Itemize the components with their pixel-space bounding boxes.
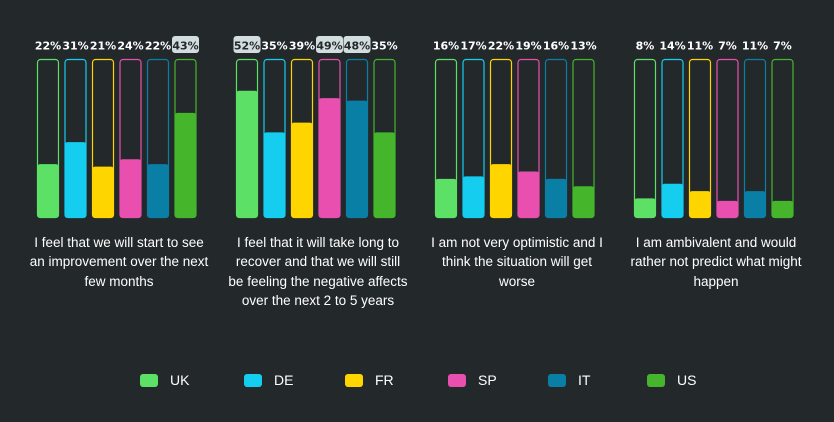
value-label-highlight-g2-it xyxy=(343,36,371,53)
value-label-g1-fr: 21% xyxy=(90,40,116,53)
bar-g4-uk xyxy=(634,198,656,218)
bar-track-g4-uk xyxy=(633,58,657,219)
value-label-g4-uk: 8% xyxy=(636,40,655,53)
group-caption-not-optimistic: I am not very optimistic and I think the… xyxy=(431,235,603,289)
bar-g4-us xyxy=(771,200,794,218)
bar-g2-uk xyxy=(236,90,258,218)
value-label-g1-us: 43% xyxy=(172,40,198,53)
legend-item-us: US xyxy=(647,369,696,391)
group-caption-improvement: I feel that we will start to see an impr… xyxy=(29,235,209,289)
legend-label-fr: FR xyxy=(375,372,394,388)
value-label-g1-uk: 22% xyxy=(35,40,61,53)
bar-g3-us xyxy=(572,186,595,218)
group-caption-ambivalent: I am ambivalent and would rather not pre… xyxy=(630,235,802,289)
bar-g4-fr xyxy=(689,191,711,218)
value-label-g3-it: 16% xyxy=(543,40,569,53)
legend-item-sp: SP xyxy=(448,369,497,391)
bar-g1-uk xyxy=(37,164,59,218)
bar-g4-it xyxy=(744,191,766,218)
legend-swatch-fr xyxy=(345,373,363,387)
value-label-highlight-g2-sp xyxy=(316,36,343,53)
value-label-g2-fr: 39% xyxy=(289,40,315,53)
bar-g3-uk xyxy=(435,178,457,218)
value-label-g1-it: 22% xyxy=(145,40,171,53)
legend-item-it: IT xyxy=(548,369,590,391)
value-label-g2-it: 48% xyxy=(344,40,370,53)
value-label-g4-fr: 11% xyxy=(687,40,713,53)
value-label-highlight-g2-uk xyxy=(233,36,261,53)
value-label-g3-sp: 19% xyxy=(515,40,541,53)
legend-swatch-us xyxy=(647,373,665,387)
value-label-g4-sp: 7% xyxy=(718,40,737,53)
bar-g4-sp xyxy=(716,200,739,218)
bar-track-g4-sp xyxy=(716,58,739,219)
bar-g3-it xyxy=(545,178,567,218)
value-label-g4-de: 14% xyxy=(659,40,685,53)
value-label-g2-us: 35% xyxy=(371,40,397,53)
legend-swatch-sp xyxy=(448,373,466,387)
value-label-g1-de: 31% xyxy=(62,40,88,53)
bar-g3-sp xyxy=(517,171,540,218)
bar-g3-fr xyxy=(490,164,512,218)
legend-label-it: IT xyxy=(578,372,591,388)
legend-swatch-uk xyxy=(140,373,158,387)
bar-g2-sp xyxy=(318,98,341,218)
legend-label-sp: SP xyxy=(478,372,497,388)
value-label-highlight-g1-us xyxy=(172,36,199,53)
bar-track-g4-us xyxy=(771,58,794,219)
value-label-g1-sp: 24% xyxy=(117,40,143,53)
bar-g2-de xyxy=(263,132,286,218)
group-caption-long-recovery: I feel that it will take long to recover… xyxy=(228,235,408,309)
legend-label-uk: UK xyxy=(170,372,190,388)
bar-g2-us xyxy=(373,132,396,218)
value-label-g2-sp: 49% xyxy=(316,40,342,53)
bar-g2-it xyxy=(346,100,368,218)
bar-g1-us xyxy=(174,112,197,218)
legend-label-us: US xyxy=(677,372,697,388)
bar-g3-de xyxy=(462,176,485,218)
value-label-g4-it: 11% xyxy=(742,40,768,53)
legend-item-fr: FR xyxy=(345,369,394,391)
legend-label-de: DE xyxy=(274,372,294,388)
bar-g1-fr xyxy=(92,166,114,218)
value-label-g2-de: 35% xyxy=(261,40,287,53)
legend: UK DE FR SP IT US xyxy=(0,369,834,391)
bar-g2-fr xyxy=(291,122,313,218)
bar-g1-it xyxy=(147,164,169,218)
value-label-g2-uk: 52% xyxy=(234,40,260,53)
value-label-g3-de: 17% xyxy=(460,40,486,53)
legend-swatch-it xyxy=(548,373,566,387)
bar-g1-sp xyxy=(119,159,142,218)
legend-item-uk: UK xyxy=(140,369,189,391)
legend-item-de: DE xyxy=(244,369,293,391)
value-label-g3-uk: 16% xyxy=(433,40,459,53)
bar-g4-de xyxy=(661,183,684,218)
value-label-g3-us: 13% xyxy=(570,40,596,53)
value-label-g4-us: 7% xyxy=(773,40,792,53)
legend-swatch-de xyxy=(244,373,262,387)
bar-g1-de xyxy=(64,142,87,218)
value-label-g3-fr: 22% xyxy=(488,40,514,53)
